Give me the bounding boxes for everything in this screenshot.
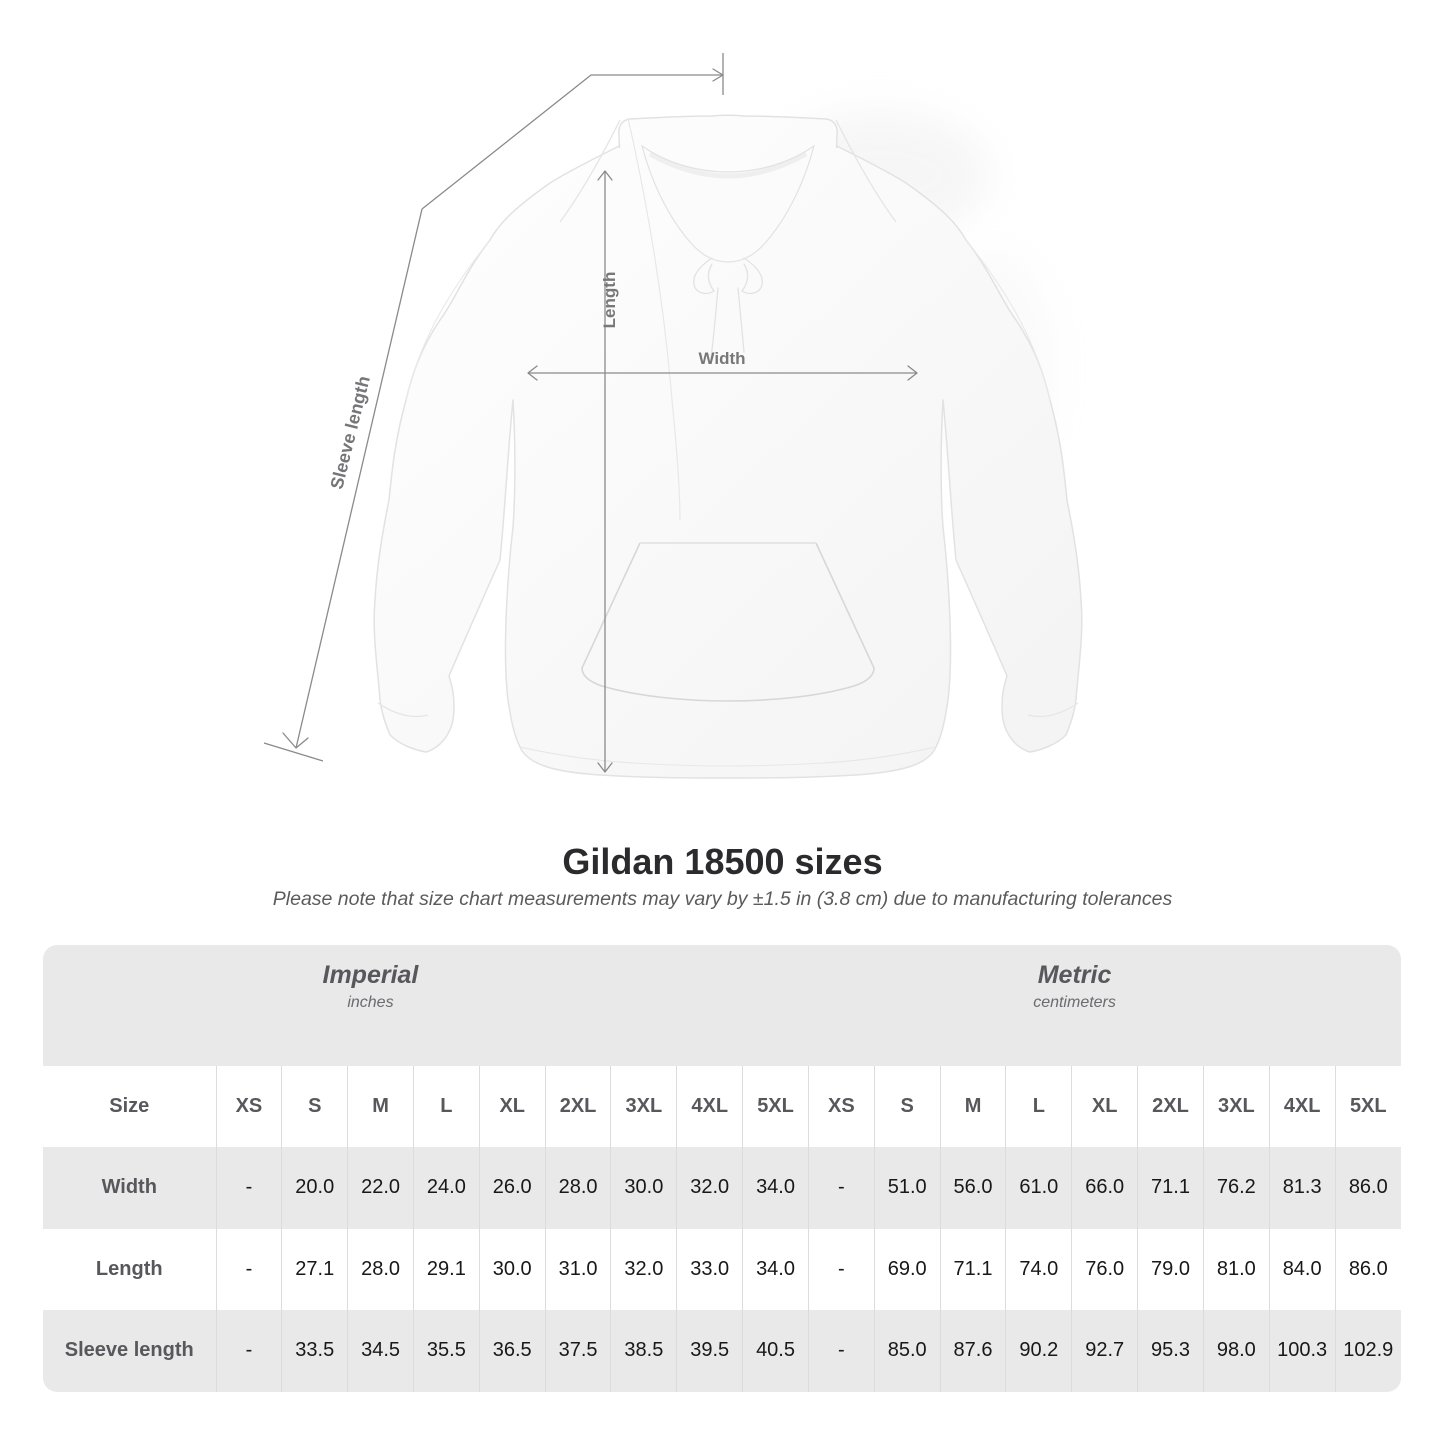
- svg-text:Width: Width: [698, 349, 745, 368]
- svg-text:Length: Length: [600, 272, 619, 329]
- svg-text:Sleeve length: Sleeve length: [326, 374, 373, 491]
